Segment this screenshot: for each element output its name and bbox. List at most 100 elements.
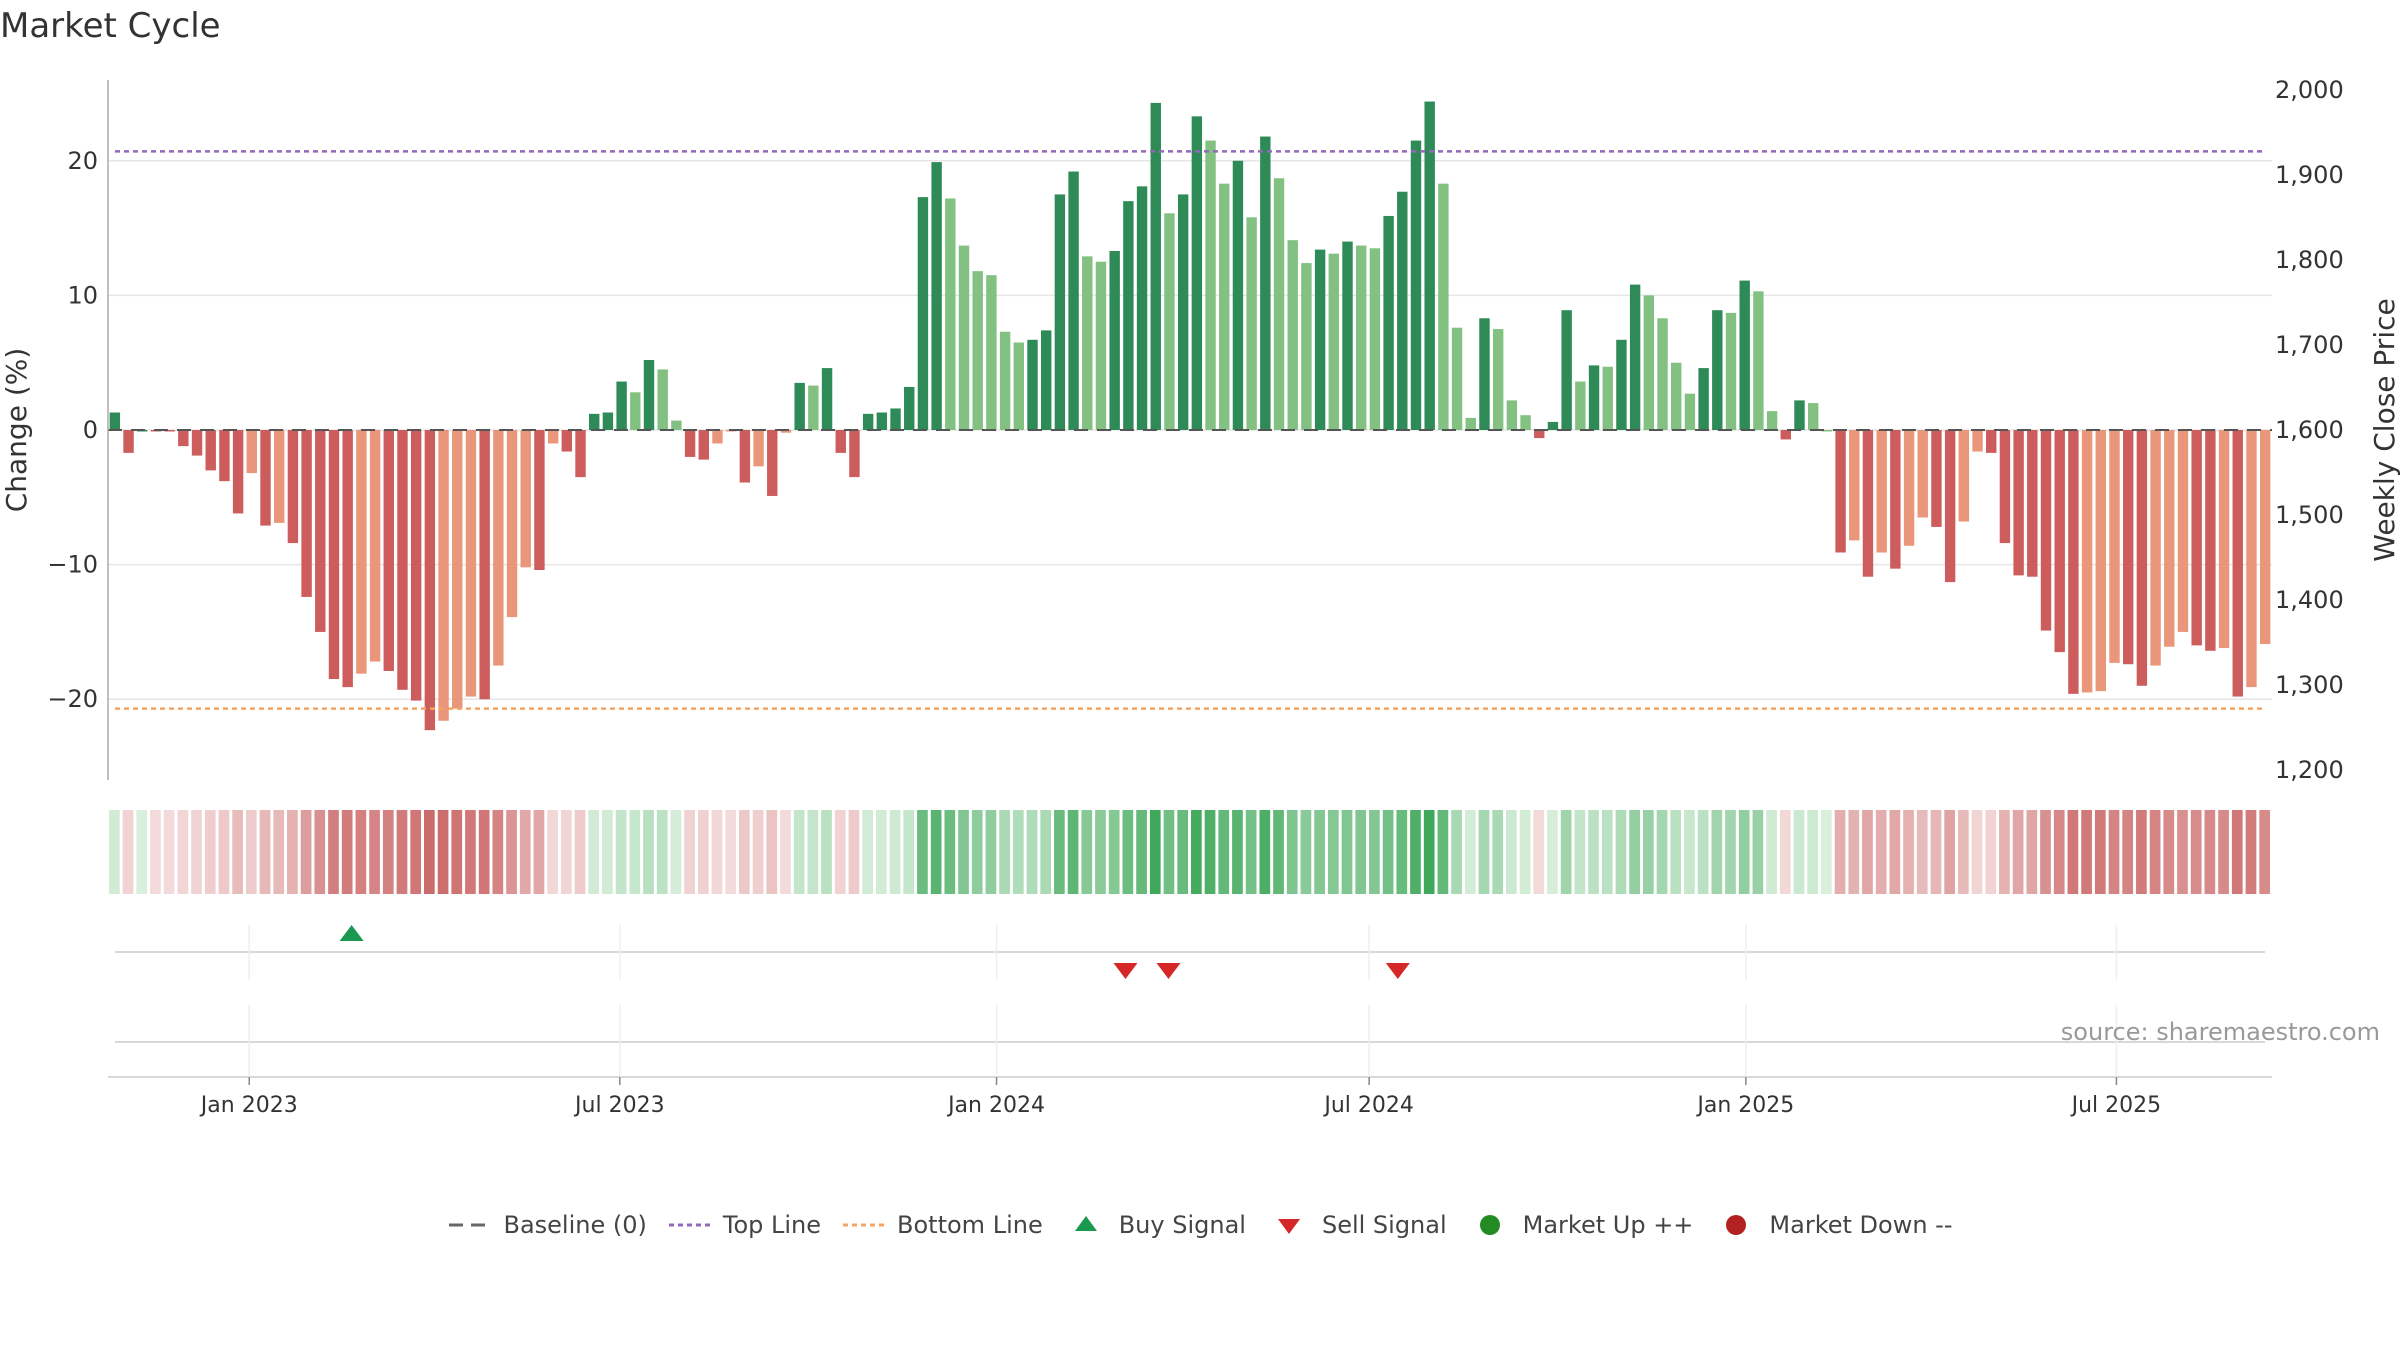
heat-cell (1506, 810, 1517, 894)
legend-label: Baseline (0) (503, 1211, 647, 1239)
heat-cell (793, 810, 805, 894)
y-axis-label-right: Weekly Close Price (2368, 298, 2400, 561)
heat-cell (1341, 810, 1353, 894)
bar (1355, 245, 1367, 430)
bar (589, 413, 600, 430)
heat-cell (287, 810, 298, 894)
bar (1958, 430, 1970, 522)
bar (397, 430, 408, 690)
heat-cell (1382, 810, 1394, 894)
heat-cell (492, 810, 504, 894)
bar (1410, 140, 1422, 431)
bar (219, 430, 230, 482)
heat-cell (1752, 810, 1764, 894)
heat-cell (1766, 810, 1777, 894)
bar (1999, 430, 2011, 544)
heat-cell (1451, 810, 1462, 894)
heat-cell (1697, 810, 1709, 894)
bar (1438, 183, 1449, 430)
heat-cell (1642, 810, 1654, 894)
legend-label: Buy Signal (1118, 1211, 1246, 1239)
bar (972, 271, 983, 430)
bar (2054, 430, 2065, 653)
bar (1506, 400, 1518, 430)
bar (1835, 430, 1846, 553)
bar (1821, 430, 1833, 432)
bar (849, 430, 860, 478)
heat-cell (574, 810, 586, 894)
bar (958, 245, 970, 430)
triangle-up-icon (1074, 1216, 1097, 1231)
bar (835, 430, 846, 453)
bar (1520, 415, 1531, 430)
heat-cell (588, 810, 600, 894)
heat-cell (1437, 810, 1449, 894)
heat-cell (1848, 810, 1860, 894)
bar (1534, 430, 1545, 439)
legend-label: Market Down -- (1769, 1211, 1953, 1239)
bar (1986, 430, 1997, 453)
heat-cell (204, 810, 216, 894)
bar (1862, 430, 1874, 577)
bar (1944, 430, 1956, 583)
heat-cell (1684, 810, 1695, 894)
bar (1657, 318, 1668, 430)
heat-cell (1163, 810, 1175, 894)
heat-cell (2190, 810, 2202, 894)
heat-cell (2122, 810, 2134, 894)
heat-cell (1779, 810, 1791, 894)
bar (739, 430, 751, 483)
bottom-line-legend-icon (843, 1223, 886, 1227)
bar (232, 430, 244, 514)
legend-bottom-line: Bottom Line (841, 1211, 1043, 1239)
bar (1260, 136, 1271, 431)
bar (999, 331, 1011, 430)
green-dot-icon (1479, 1215, 1500, 1235)
bar (684, 430, 696, 457)
heat-cell (1122, 810, 1134, 894)
bar (1095, 261, 1107, 430)
heat-cell (1067, 810, 1079, 894)
heat-cell (862, 810, 873, 894)
legend-label: Sell Signal (1321, 1211, 1447, 1239)
heat-cell (1410, 810, 1421, 894)
y-tick-label-right: 1,200 (2275, 756, 2344, 784)
bar (1328, 253, 1340, 430)
sell-signal-marker (1385, 963, 1410, 979)
heat-cell (684, 810, 695, 894)
heat-cell (1355, 810, 1367, 894)
heat-cell (1629, 810, 1640, 894)
x-tick-label: Jul 2024 (1322, 1093, 1414, 1118)
heat-cell (711, 810, 723, 894)
legend-label: Top Line (722, 1211, 822, 1239)
bar (767, 430, 778, 496)
heat-cell (752, 810, 764, 894)
bar (369, 430, 381, 662)
heat-cell (245, 810, 257, 894)
heat-cell (917, 810, 928, 894)
heat-cell (150, 810, 161, 894)
bar (698, 430, 709, 460)
bar (1725, 312, 1737, 430)
heat-cell (807, 810, 819, 894)
heat-cell (519, 810, 531, 894)
heat-cell (2012, 810, 2024, 894)
heat-cell (355, 810, 367, 894)
bar (260, 430, 271, 526)
y-tick-label-right: 1,500 (2275, 501, 2344, 529)
bar (2177, 430, 2189, 632)
heat-cell (136, 810, 148, 894)
bar (178, 430, 189, 447)
heat-cell (1916, 810, 1928, 894)
heat-cell (821, 810, 832, 894)
red-dot-icon (1726, 1215, 1747, 1235)
bar (534, 430, 545, 570)
bar (493, 430, 504, 666)
heat-cell (725, 810, 737, 894)
heat-cell (1218, 810, 1230, 894)
bar (1342, 241, 1353, 430)
bar (917, 197, 929, 430)
heat-cell (1821, 810, 1832, 894)
heat-cell (1656, 810, 1668, 894)
heat-cell (328, 810, 339, 894)
